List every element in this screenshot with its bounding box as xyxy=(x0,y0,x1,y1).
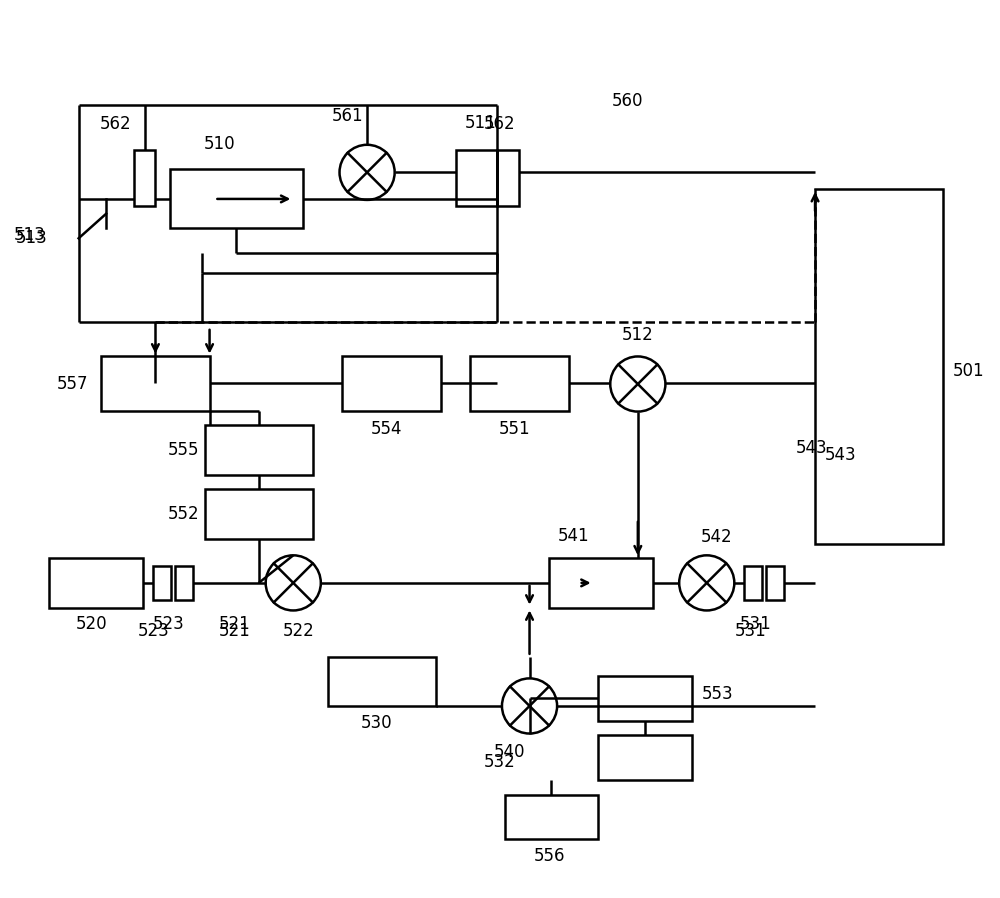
Text: 543: 543 xyxy=(825,446,857,464)
Text: 501: 501 xyxy=(953,362,985,380)
Bar xyxy=(470,357,569,410)
Bar xyxy=(134,150,155,206)
Text: 554: 554 xyxy=(371,420,403,438)
Text: 531: 531 xyxy=(735,622,767,640)
Text: 510: 510 xyxy=(204,135,235,153)
Bar xyxy=(549,559,653,608)
Text: 532: 532 xyxy=(484,753,516,771)
Text: 540: 540 xyxy=(494,744,526,762)
Text: 521: 521 xyxy=(218,622,250,640)
Bar xyxy=(744,566,762,600)
Bar xyxy=(598,676,692,721)
Bar xyxy=(153,566,171,600)
Text: 522: 522 xyxy=(282,622,314,640)
Text: 530: 530 xyxy=(361,714,393,732)
Text: 557: 557 xyxy=(57,375,88,393)
Bar xyxy=(598,735,692,779)
Text: 523: 523 xyxy=(152,615,184,633)
Text: 552: 552 xyxy=(168,505,200,523)
Text: 520: 520 xyxy=(76,615,107,633)
Text: 513: 513 xyxy=(13,226,45,244)
Text: 551: 551 xyxy=(499,420,531,438)
Bar xyxy=(101,357,210,410)
Bar xyxy=(205,426,313,475)
Text: 512: 512 xyxy=(622,326,654,344)
Bar xyxy=(328,656,436,706)
Bar xyxy=(766,566,784,600)
Text: 543: 543 xyxy=(795,439,827,457)
Bar xyxy=(205,489,313,539)
Bar xyxy=(342,357,441,410)
Text: 556: 556 xyxy=(533,847,565,865)
Text: 513: 513 xyxy=(15,229,47,247)
Text: 553: 553 xyxy=(702,685,733,703)
Text: 541: 541 xyxy=(558,527,590,545)
Bar xyxy=(49,559,143,608)
Bar xyxy=(456,150,497,206)
Text: 521: 521 xyxy=(218,615,250,633)
Text: 561: 561 xyxy=(332,107,363,125)
Bar xyxy=(170,170,303,228)
Text: 560: 560 xyxy=(612,92,644,110)
Text: 542: 542 xyxy=(701,528,732,547)
Bar xyxy=(505,795,598,839)
Bar xyxy=(175,566,193,600)
Bar xyxy=(497,150,519,206)
Text: 531: 531 xyxy=(740,615,772,633)
Text: 562: 562 xyxy=(100,115,132,133)
Text: 555: 555 xyxy=(168,441,200,459)
Text: 523: 523 xyxy=(138,622,169,640)
Text: 562: 562 xyxy=(484,115,516,133)
Text: 511: 511 xyxy=(464,114,496,132)
Bar xyxy=(815,189,943,543)
